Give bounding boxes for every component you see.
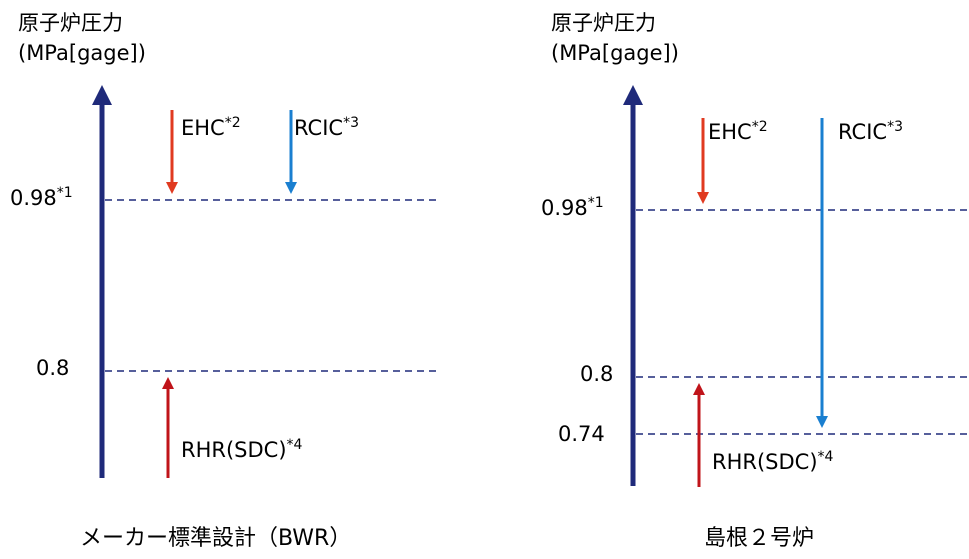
right-axis-title: 原子炉圧力 (MPa[gage])	[551, 11, 679, 66]
right-caption: 島根２号炉	[704, 526, 815, 551]
right-ehc-note: *2	[751, 119, 768, 135]
right-tick-098-value: 0.98	[541, 196, 588, 220]
left-ehc-text: EHC	[181, 116, 225, 140]
left-ehc-note: *2	[224, 115, 241, 131]
left-rhr-label: RHR(SDC)*4	[181, 437, 303, 462]
right-tick-08: 0.8	[580, 362, 614, 386]
left-axis-title: 原子炉圧力 (MPa[gage])	[18, 11, 146, 66]
right-tick-098: 0.98*1	[541, 195, 604, 220]
right-rhr-text: RHR(SDC)	[712, 450, 818, 474]
right-rhr-note: *4	[817, 449, 834, 465]
left-rhr-text: RHR(SDC)	[181, 438, 287, 462]
right-ehc-label: EHC*2	[708, 119, 768, 144]
left-tick-098-value: 0.98	[10, 186, 57, 210]
left-tick-08: 0.8	[36, 356, 70, 380]
left-rhr-note: *4	[286, 437, 303, 453]
left-ehc-label: EHC*2	[181, 115, 241, 140]
left-tick-098: 0.98*1	[10, 185, 73, 210]
right-tick-note: *1	[587, 195, 604, 211]
left-caption: メーカー標準設計（BWR）	[80, 526, 352, 551]
right-tick-074: 0.74	[558, 422, 605, 446]
left-rcic-text: RCIC	[294, 116, 344, 140]
left-rcic-label: RCIC*3	[294, 115, 359, 140]
right-rcic-label: RCIC*3	[838, 119, 903, 144]
right-ehc-text: EHC	[708, 120, 752, 144]
left-tick-note: *1	[56, 185, 73, 201]
right-rhr-label: RHR(SDC)*4	[712, 449, 834, 474]
right-rcic-text: RCIC	[838, 120, 888, 144]
right-rcic-note: *3	[887, 119, 903, 135]
left-rcic-note: *3	[343, 115, 359, 131]
